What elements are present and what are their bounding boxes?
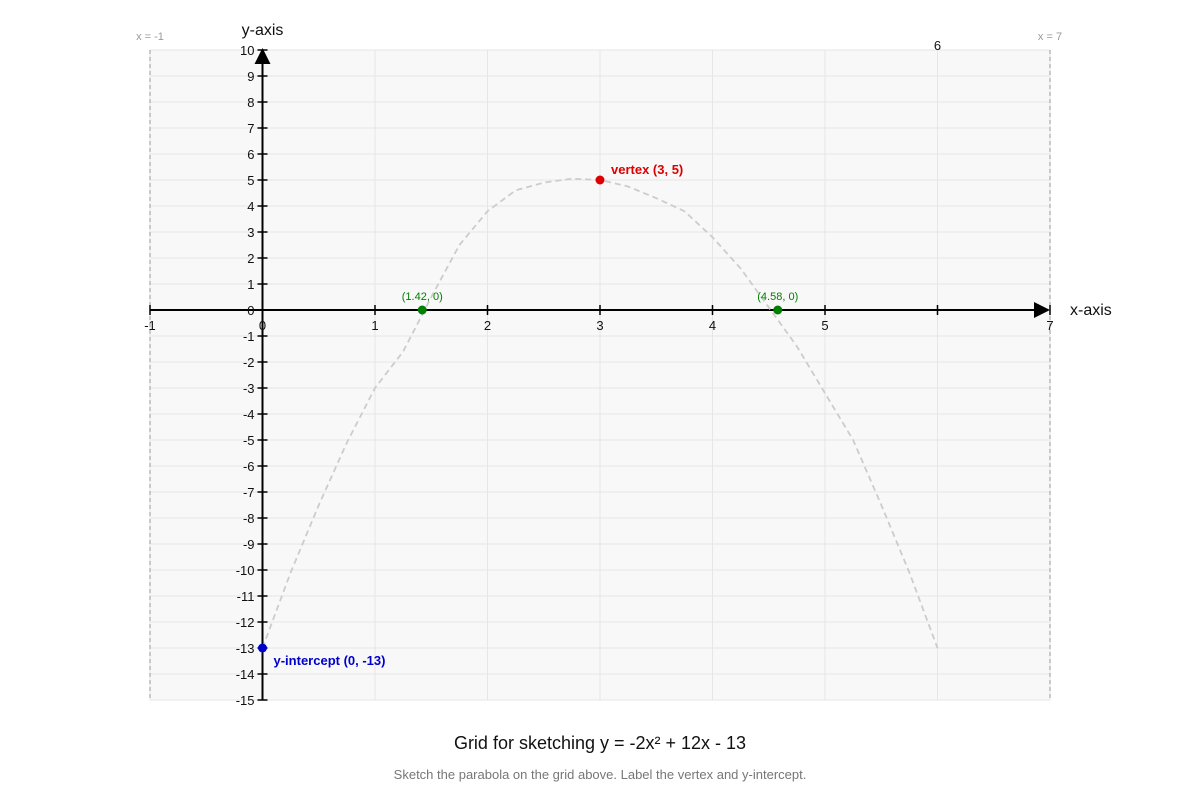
y-tick-label: -10 — [236, 563, 255, 578]
y-tick-label: -12 — [236, 615, 255, 630]
y-tick-label: 10 — [240, 43, 254, 58]
y-tick-label: -5 — [243, 433, 255, 448]
y-tick-label: -11 — [237, 589, 255, 604]
y-tick-label: -15 — [236, 693, 255, 708]
y-tick-label: 7 — [247, 121, 254, 136]
x-tick-label: 7 — [1046, 318, 1053, 333]
y-tick-label: -2 — [243, 355, 255, 370]
point-label: (1.42, 0) — [402, 291, 443, 303]
chart-title: Grid for sketching y = -2x² + 12x - 13 — [453, 733, 747, 753]
y-tick-label: 4 — [247, 199, 254, 214]
y-tick-label: 2 — [247, 251, 254, 266]
x-tick-label: 0 — [259, 318, 266, 333]
axes: x-axis y-axis — [150, 22, 1112, 700]
point-marker — [258, 643, 267, 653]
x-tick-label: 5 — [821, 318, 828, 333]
y-tick-label: 8 — [247, 95, 254, 110]
boundary-label: x = -1 — [136, 31, 164, 43]
y-tick-label: -6 — [243, 459, 255, 474]
x-tick-label: 2 — [484, 318, 491, 333]
x-tick-label: 6 — [934, 38, 941, 53]
y-tick-label: -4 — [243, 407, 255, 422]
x-tick-label: -1 — [144, 318, 156, 333]
y-tick-label: -8 — [243, 511, 255, 526]
y-tick-label: -14 — [236, 667, 255, 682]
y-axis-label: y-axis — [242, 22, 284, 39]
y-axis-arrow — [254, 48, 271, 64]
boundary-lines: x = -1 x = 7 — [136, 31, 1062, 700]
y-tick-label: -9 — [243, 537, 255, 552]
x-tick-label: 3 — [596, 318, 603, 333]
y-tick-label: 1 — [247, 277, 254, 292]
y-tick-label: 9 — [247, 69, 254, 84]
point-label: y-intercept (0, -13) — [274, 653, 386, 668]
y-tick-label: -7 — [243, 485, 255, 500]
labeled-points: vertex (3, 5) y-intercept (0, -13) (1.42, … — [258, 162, 798, 668]
point-marker — [417, 305, 427, 315]
y-tick-label: -13 — [236, 641, 255, 656]
y-tick-label: 3 — [247, 225, 254, 240]
tick-marks: -1 0 1 2 3 4 567109876543210-1-2-3-4-5-6-7-8-9… — [144, 38, 1053, 708]
point-label: (4.58, 0) — [757, 291, 798, 303]
boundary-label: x = 7 — [1038, 31, 1062, 43]
x-axis-label: x-axis — [1070, 302, 1112, 319]
y-tick-label: -3 — [243, 381, 255, 396]
x-tick-label: 4 — [709, 318, 716, 333]
y-tick-label: -1 — [243, 329, 255, 344]
y-tick-label: 0 — [247, 303, 254, 318]
point-label: vertex (3, 5) — [611, 162, 683, 177]
y-tick-label: 5 — [247, 173, 254, 188]
point-marker — [773, 305, 783, 315]
x-axis-arrow — [1034, 302, 1050, 318]
x-tick-label: 1 — [371, 318, 378, 333]
chart-subtitle: Sketch the parabola on the grid above. L… — [393, 767, 807, 782]
point-marker — [595, 175, 605, 185]
y-tick-label: 6 — [247, 147, 254, 162]
